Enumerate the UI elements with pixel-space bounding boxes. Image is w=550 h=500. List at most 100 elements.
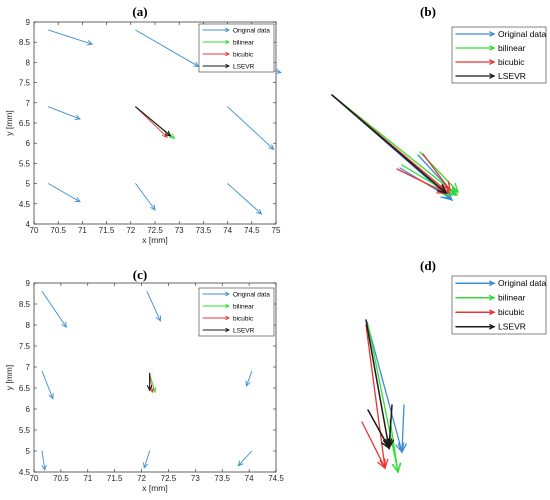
arrow-original-data-1 [397,404,407,454]
y-tick-label: 6 [26,405,31,414]
arrow-original-data-3-head [245,380,251,387]
x-tick-label: 71.5 [99,226,115,235]
arrow-original-data-1-shaft [135,29,200,67]
arrow-original-data-7-head [256,208,263,215]
legend-label-lsevr: LSEVR [233,327,255,334]
legend-label-lsevr: LSEVR [498,71,526,81]
arrow-bilinear-0-shaft [367,324,399,473]
legend-swatch-lsevr [455,324,496,330]
arrow-bilinear-1 [389,419,402,474]
legend-0: Original data bilinear bicubic LSEVR [198,23,275,73]
legend-label-original-data: Original data [498,29,546,39]
arrow-original-data-2-head [48,393,54,400]
x-tick-label: 74 [245,474,254,483]
legend-swatch-original-data [455,280,496,286]
arrow-original-data-7-shaft [227,183,262,215]
legend-label-bilinear: bilinear [498,43,526,53]
legend-swatch-bilinear [202,303,231,309]
arrow-lsevr-2-shaft [367,409,390,449]
x-tick-label: 73 [191,474,200,483]
x-axis-label: x [mm] [142,235,168,245]
legend-swatch-bilinear-head [225,303,231,309]
legend-label-bicubic: bicubic [233,51,254,58]
arrow-bicubic-2-shaft [396,168,447,194]
arrow-original-data-1 [146,290,161,322]
arrow-lsevr-0-shaft [331,94,447,194]
x-tick-label: 71.5 [107,474,123,483]
legend-swatch-bicubic-head [225,51,231,57]
legend-label-original-data: Original data [233,291,270,298]
arrow-lsevr-0 [135,106,172,137]
legend-swatch-original-data [202,291,231,297]
panel-label: (a) [132,4,147,19]
panel-b: Original data bilinear bicubic LSEVR (b) [331,4,547,201]
legend-swatch-bicubic [202,51,231,57]
y-tick-label: 6.5 [19,119,31,128]
arrow-bilinear-1-head [392,462,402,474]
y-tick-label: 8.5 [19,38,31,47]
x-tick-label: 74 [223,226,232,235]
arrow-lsevr-0-head [165,130,172,137]
arrow-original-data-5-shaft [48,183,81,203]
arrow-original-data-5 [143,450,151,469]
x-tick-label: 71 [78,226,87,235]
panel-c: 70 70.5 71 71.5 72 72.5 73 73.5 74 74.5 4.5 5 5.5 6 6.… [4,267,284,493]
arrow-original-data-4-shaft [227,106,275,150]
legend-1: Original data bilinear bicubic LSEVR [451,26,547,84]
arrow-lsevr-0-head [146,385,153,392]
arrow-bicubic-1-head [377,458,386,470]
y-tick-label: 7 [26,99,31,108]
legend-swatch-lsevr-head [225,63,231,69]
y-tick-label: 5 [26,447,31,456]
x-tick-label: 70 [30,226,39,235]
arrow-original-data-3-shaft [245,370,253,387]
x-tick-label: 71 [83,474,92,483]
panel-d: Original data bilinear bicubic LSEVR (d) [361,258,546,474]
y-tick-label: 6 [26,139,31,148]
legend-box [198,287,275,337]
arrow-original-data-5-head [74,197,81,203]
y-tick-label: 7.5 [19,79,31,88]
x-tick-label: 70 [30,474,39,483]
arrow-bicubic-1-head [441,180,451,192]
legend-box [451,26,547,84]
arrow-original-data-4-shaft [41,450,46,471]
x-tick-label: 70.5 [53,474,69,483]
y-tick-label: 7.5 [19,342,31,351]
arrow-lsevr-2-head [380,438,390,450]
arrow-original-data-0-shaft [48,29,93,45]
legend-swatch-bicubic-head [489,59,496,65]
arrow-original-data-6 [237,450,253,467]
y-tick-label: 5.5 [19,426,31,435]
arrow-bicubic-0-head [161,132,168,138]
arrow-lsevr-1 [384,404,395,450]
legend-swatch-bicubic [455,309,496,315]
legend-label-bilinear: bilinear [233,303,255,310]
arrow-original-data-4 [41,450,47,471]
arrow-bicubic-0 [365,324,389,470]
legend-label-bicubic: bicubic [498,307,525,317]
legend-swatch-bicubic-head [489,309,496,315]
panel-a: 70 70.5 71 71.5 72 72.5 73 73.5 74 74.5 75 4 4.5 5 5.5… [4,4,282,245]
y-tick-label: 5 [26,180,31,189]
arrow-original-data-4-head [41,464,47,471]
arrow-lsevr-0-shaft [365,319,390,449]
legend-label-bicubic: bicubic [233,315,254,322]
arrow-bicubic-1-shaft [422,153,451,191]
arrow-original-data-6-shaft [135,183,156,211]
x-tick-label: 72.5 [161,474,177,483]
legend-swatch-original-data [455,31,496,37]
arrow-original-data-3-shaft [48,106,81,120]
arrow-bilinear-1-shaft [389,419,399,473]
y-tick-label: 7 [26,363,31,372]
arrows [331,94,460,201]
legend-swatch-lsevr [202,327,231,333]
arrow-original-data-0-shaft [41,290,67,328]
arrow-bilinear-0 [367,324,401,474]
arrow-original-data-5-shaft [143,450,151,469]
legend-label-original-data: Original data [233,27,270,34]
x-tick-label: 72 [126,226,135,235]
arrow-original-data-1-head [156,315,161,322]
arrow-original-data-5 [48,183,81,203]
